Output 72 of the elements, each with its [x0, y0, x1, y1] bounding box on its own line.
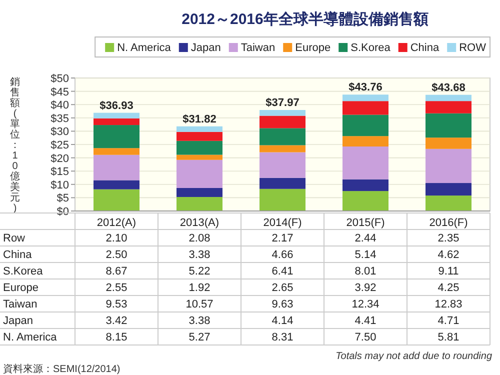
- y-tick-label: $50: [50, 73, 69, 85]
- data-label: 5.14: [354, 249, 376, 261]
- source-note: 資料來源：SEMI(12/2014): [3, 363, 120, 375]
- text: Europe: [3, 282, 38, 294]
- text: China: [3, 249, 33, 261]
- legend-label: S.Korea: [350, 42, 392, 54]
- y-tick-label: $5: [56, 192, 69, 205]
- text: Totals may not add due to rounding: [336, 351, 492, 362]
- total-label: $37.97: [266, 97, 300, 109]
- data-label: 9.63: [272, 298, 294, 310]
- data-label: 4.71: [438, 315, 460, 327]
- total-label: $36.93: [100, 100, 134, 112]
- data-label: 12.83: [434, 298, 462, 310]
- data-label: 10.57: [186, 298, 214, 310]
- data-label: 2.55: [106, 282, 128, 294]
- y-tick-label: $25: [50, 140, 69, 152]
- data-label: 2.65: [272, 282, 294, 294]
- legend-label: Europe: [295, 42, 331, 54]
- legend-label: Taiwan: [240, 42, 276, 54]
- data-label: 8.15: [106, 332, 128, 344]
- legend-label: ROW: [459, 42, 487, 54]
- text: Taiwan: [3, 298, 38, 310]
- x-tick-label: 2016(F): [429, 217, 468, 229]
- data-label: 4.14: [272, 315, 294, 327]
- text: S.Korea: [3, 266, 44, 278]
- total-label: $43.76: [348, 82, 382, 94]
- data-label: 4.25: [438, 282, 460, 294]
- data-label: 5.27: [188, 332, 210, 344]
- data-label: 3.38: [188, 249, 210, 261]
- text: Row: [3, 232, 26, 244]
- x-tick-label: 2012(A): [96, 217, 136, 229]
- data-label: 2.08: [188, 232, 210, 244]
- data-label: 6.41: [272, 266, 294, 278]
- data-label: 3.38: [188, 315, 210, 327]
- data-label: 2.35: [438, 232, 460, 244]
- legend-label: Japan: [190, 42, 221, 54]
- data-label: 9.53: [106, 298, 128, 310]
- data-label: 5.22: [188, 266, 210, 278]
- total-label: $43.68: [432, 82, 466, 94]
- data-label: 7.50: [354, 332, 376, 344]
- y-tick-label: $40: [50, 100, 69, 112]
- data-label: 8.01: [354, 266, 376, 278]
- chart-title: 2012～2016年全球半導體設備銷售額: [182, 10, 428, 28]
- y-tick-label: $10: [50, 179, 69, 192]
- data-label: 2.10: [106, 232, 128, 244]
- y-tick-label: $15: [50, 166, 69, 178]
- data-label: 12.34: [352, 298, 380, 310]
- y-tick-label: $35: [50, 112, 69, 125]
- data-label: 4.62: [438, 249, 460, 261]
- y-tick-label: $30: [50, 126, 69, 138]
- total-label: $31.82: [182, 113, 216, 126]
- x-tick-label: 2015(F): [346, 217, 385, 229]
- data-label: 2.50: [106, 249, 128, 261]
- text: N. America: [3, 332, 58, 344]
- legend-label: N. America: [117, 42, 172, 54]
- data-label: 9.11: [438, 266, 459, 278]
- data-label: 4.41: [354, 315, 376, 327]
- data-label: 8.67: [106, 266, 128, 278]
- y-tick-label: $45: [50, 86, 69, 98]
- y-tick-label: $20: [50, 152, 69, 165]
- data-label: 2.44: [354, 232, 376, 244]
- data-label: 3.92: [354, 282, 376, 294]
- legend-label: China: [410, 42, 440, 54]
- text: Japan: [3, 315, 33, 327]
- data-label: 5.81: [438, 332, 460, 344]
- x-tick-label: 2013(A): [180, 217, 220, 229]
- data-label: 1.92: [188, 282, 210, 294]
- data-label: 4.66: [272, 249, 294, 261]
- data-label: 2.17: [272, 232, 294, 244]
- data-label: 8.31: [272, 332, 294, 344]
- x-tick-label: 2014(F): [263, 217, 302, 229]
- data-label: 3.42: [106, 315, 128, 327]
